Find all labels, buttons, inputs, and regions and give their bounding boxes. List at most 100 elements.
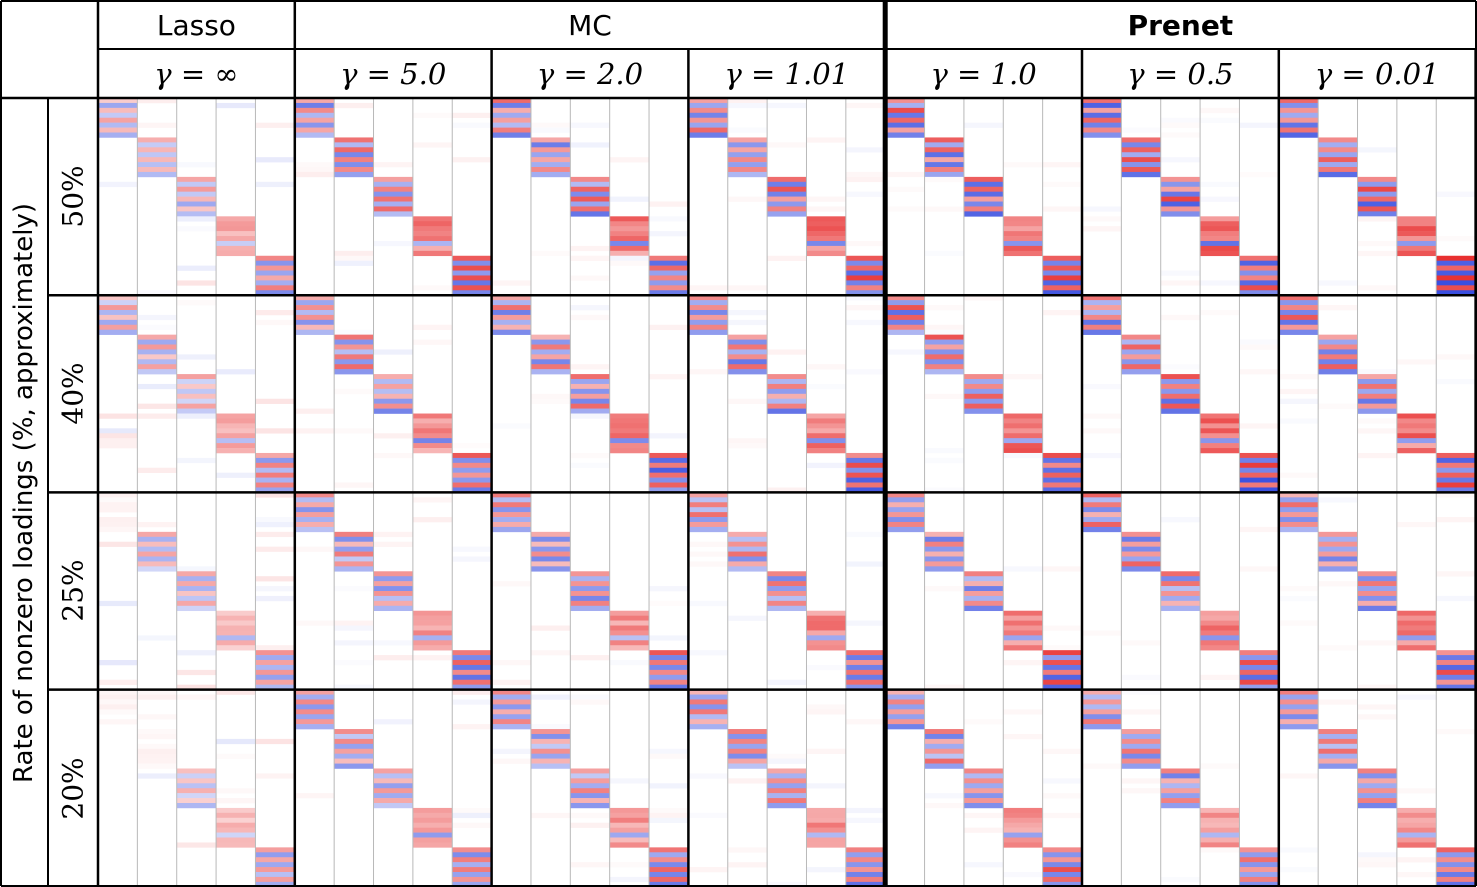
- loading-cell: [1396, 822, 1437, 828]
- loading-cell: [294, 107, 335, 114]
- loading-cell: [924, 531, 964, 538]
- loading-cell: [452, 872, 492, 878]
- loading-cell: [176, 457, 217, 464]
- loading-cell: [649, 857, 689, 863]
- loading-cell: [334, 566, 374, 572]
- loading-cell: [1278, 773, 1319, 779]
- loading-cell: [491, 117, 531, 123]
- loading-cell: [1082, 329, 1122, 335]
- loading-cell: [845, 881, 886, 887]
- loading-cell: [806, 413, 846, 419]
- loading-cell: [1396, 842, 1437, 848]
- loading-cell: [1003, 630, 1043, 636]
- loading-cell: [1396, 832, 1437, 838]
- loading-cell: [1357, 595, 1397, 602]
- loading-cell: [924, 763, 964, 769]
- loading-cell: [452, 822, 492, 828]
- loading-cell: [412, 240, 453, 247]
- loading-cell: [924, 556, 964, 562]
- loading-cell: [806, 812, 846, 819]
- loading-cell: [1278, 300, 1319, 306]
- loading-cell: [1239, 669, 1279, 676]
- loading-cell: [176, 684, 217, 690]
- loading-cell: [530, 531, 571, 538]
- loading-cell: [767, 201, 807, 207]
- loading-cell: [1160, 186, 1201, 192]
- loading-cell: [1042, 793, 1082, 799]
- loading-cell: [649, 669, 689, 676]
- panel-r2-c7: [1278, 295, 1476, 493]
- loading-cell: [1042, 462, 1082, 469]
- loading-cell: [1200, 280, 1240, 286]
- loading-cell: [412, 832, 453, 838]
- loading-cell: [176, 374, 217, 380]
- loading-cell: [452, 862, 492, 868]
- loading-cell: [1396, 433, 1437, 439]
- loading-cell: [1318, 152, 1358, 158]
- loading-cell: [412, 625, 453, 631]
- loading-cell: [1278, 719, 1319, 725]
- loading-cell: [649, 586, 689, 592]
- loading-cell: [1200, 842, 1240, 848]
- loading-cell: [1082, 324, 1122, 331]
- loading-cell: [1121, 344, 1161, 350]
- loading-cell: [452, 487, 492, 493]
- loading-cell: [688, 714, 728, 720]
- loading-cell: [137, 748, 177, 754]
- loading-cell: [491, 280, 531, 286]
- loading-cell: [530, 142, 571, 148]
- loading-cell: [1278, 329, 1319, 335]
- loading-cell: [845, 285, 886, 291]
- loading-cell: [845, 847, 886, 853]
- loading-cell: [1121, 788, 1161, 794]
- loading-cell: [216, 807, 256, 814]
- loading-cell: [845, 280, 886, 286]
- loading-cell: [963, 793, 1004, 799]
- loading-cell: [688, 561, 728, 567]
- loading-cell: [1160, 783, 1201, 789]
- loading-cell: [1239, 472, 1279, 478]
- loading-cell: [806, 236, 846, 242]
- loading-cell: [688, 112, 728, 119]
- loading-cell: [373, 383, 413, 390]
- loading-cell: [924, 339, 964, 345]
- loading-cell: [845, 679, 886, 685]
- loading-cell: [885, 300, 925, 306]
- loading-cell: [294, 512, 335, 518]
- loading-cell: [137, 467, 177, 473]
- loading-cell: [1200, 674, 1240, 681]
- row-label: 25%: [48, 492, 98, 689]
- loading-cell: [412, 497, 453, 503]
- panel-r3-c2: [294, 492, 492, 690]
- loading-cell: [727, 142, 768, 148]
- loading-cell: [373, 196, 413, 202]
- loading-cell: [570, 255, 610, 261]
- loading-cell: [570, 403, 610, 409]
- loading-cell: [649, 433, 689, 439]
- loading-cell: [530, 812, 571, 819]
- loading-cell: [98, 689, 138, 695]
- loading-cell: [1003, 250, 1043, 257]
- loading-cell: [255, 487, 295, 493]
- loading-cell: [452, 482, 492, 488]
- loading-cell: [412, 842, 453, 848]
- loading-cell: [1121, 729, 1161, 735]
- loading-cell: [806, 867, 846, 873]
- loading-cell: [1318, 581, 1358, 587]
- loading-cell: [1082, 98, 1122, 104]
- loading-cell: [1200, 226, 1240, 232]
- loading-cell: [294, 309, 335, 316]
- loading-cell: [688, 295, 728, 301]
- loading-cell: [412, 807, 453, 814]
- loading-cell: [609, 250, 650, 257]
- loading-cell: [767, 196, 807, 202]
- loading-cell: [767, 783, 807, 789]
- loading-cell: [649, 275, 689, 281]
- loading-cell: [1278, 324, 1319, 331]
- loading-cell: [137, 157, 177, 163]
- loading-cell: [176, 354, 217, 360]
- loading-cell: [1121, 531, 1161, 538]
- loading-cell: [1239, 862, 1279, 868]
- loading-cell: [1121, 162, 1161, 168]
- loading-cell: [1082, 117, 1122, 123]
